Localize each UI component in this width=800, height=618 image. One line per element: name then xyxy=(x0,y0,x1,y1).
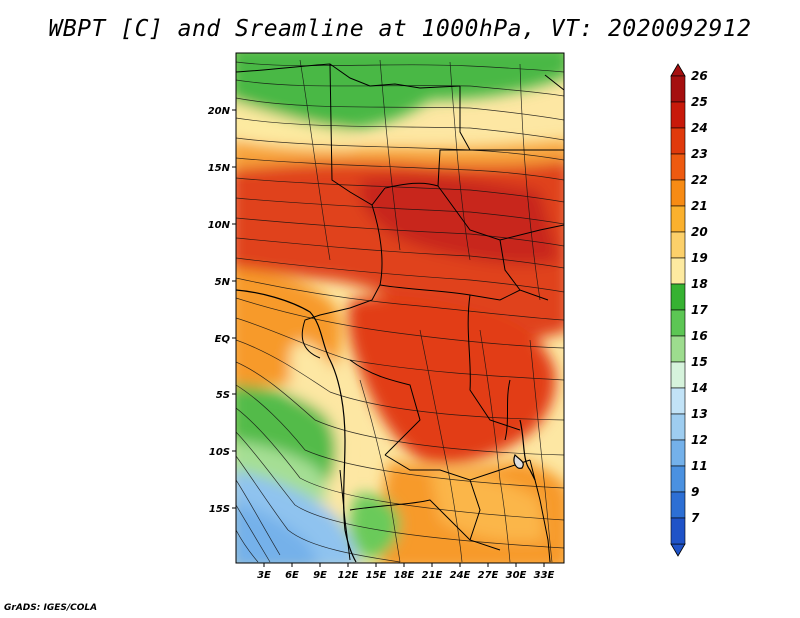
colorbar-label: 9 xyxy=(691,485,699,499)
lon-label: 27E xyxy=(478,570,499,581)
lon-label: 30E xyxy=(506,570,527,581)
map-frame xyxy=(235,52,565,564)
lat-label: 5N xyxy=(215,277,231,288)
colorbar-label: 25 xyxy=(691,95,708,109)
colorbar-label: 23 xyxy=(691,147,708,161)
colorbar-swatch xyxy=(670,179,686,207)
wbpt-field xyxy=(236,53,564,563)
lat-label: 15N xyxy=(208,163,231,174)
colorbar-swatch xyxy=(670,413,686,441)
colorbar-label: 26 xyxy=(691,69,708,83)
colorbar-label: 13 xyxy=(691,407,708,421)
colorbar-swatch xyxy=(670,491,686,519)
colorbar-label: 11 xyxy=(691,459,708,473)
colorbar-swatch xyxy=(670,517,686,545)
streamlines xyxy=(236,59,564,563)
lat-label: 20N xyxy=(208,106,231,117)
lat-label: 15S xyxy=(209,504,230,515)
colorbar-swatch xyxy=(670,127,686,155)
colorbar-swatch xyxy=(670,335,686,363)
colorbar-label: 18 xyxy=(691,277,708,291)
colorbar-label: 19 xyxy=(691,251,708,265)
colorbar-swatch xyxy=(670,231,686,259)
grads-credit: GrADS: IGES/COLA xyxy=(4,603,98,613)
lon-label: 12E xyxy=(338,570,359,581)
lat-label: EQ xyxy=(215,334,231,345)
map-title: WBPT [C] and Sreamline at 1000hPa, VT: 2… xyxy=(48,16,752,42)
lon-label: 6E xyxy=(285,570,299,581)
lon-label: 21E xyxy=(422,570,443,581)
colorbar-swatch xyxy=(670,101,686,129)
lat-label: 10N xyxy=(208,220,231,231)
colorbar-label: 16 xyxy=(691,329,708,343)
colorbar-swatch xyxy=(670,361,686,389)
colorbar-label: 14 xyxy=(691,381,708,395)
colorbar-label: 22 xyxy=(691,173,708,187)
colorbar-swatch xyxy=(670,465,686,493)
latitude-axis: 20N 15N 10N 5N EQ 5S 10S 15S xyxy=(208,106,236,515)
colorbar-swatch xyxy=(670,283,686,311)
colorbar-top-arrow xyxy=(670,63,686,77)
colorbar-swatch xyxy=(670,75,686,103)
lon-label: 3E xyxy=(257,570,271,581)
longitude-axis: 3E 6E 9E 12E 15E 18E 21E 24E 27E 30E 33E xyxy=(257,563,555,581)
colorbar-swatch xyxy=(670,387,686,415)
lon-label: 33E xyxy=(534,570,555,581)
colorbar-label: 12 xyxy=(691,433,708,447)
lon-label: 15E xyxy=(366,570,387,581)
colorbar-swatch xyxy=(670,153,686,181)
colorbar-label: 17 xyxy=(691,303,708,317)
colorbar-bottom-arrow xyxy=(670,543,686,557)
colorbar-label: 15 xyxy=(691,355,708,369)
colorbar: 26 25 24 23 22 21 20 19 18 17 16 15 14 13 12 11 9 7 xyxy=(670,63,708,557)
colorbar-swatch xyxy=(670,205,686,233)
colorbar-label: 20 xyxy=(691,225,708,239)
lon-label: 18E xyxy=(394,570,415,581)
colorbar-swatch xyxy=(670,309,686,337)
colorbar-label: 21 xyxy=(691,199,708,213)
lat-label: 10S xyxy=(209,447,230,458)
country-boundaries xyxy=(236,63,564,563)
colorbar-label: 24 xyxy=(691,121,708,135)
lat-label: 5S xyxy=(216,390,230,401)
colorbar-label: 7 xyxy=(691,511,700,525)
lon-label: 9E xyxy=(313,570,327,581)
colorbar-swatch xyxy=(670,439,686,467)
lon-label: 24E xyxy=(450,570,471,581)
coastline xyxy=(236,289,536,563)
colorbar-swatch xyxy=(670,257,686,285)
